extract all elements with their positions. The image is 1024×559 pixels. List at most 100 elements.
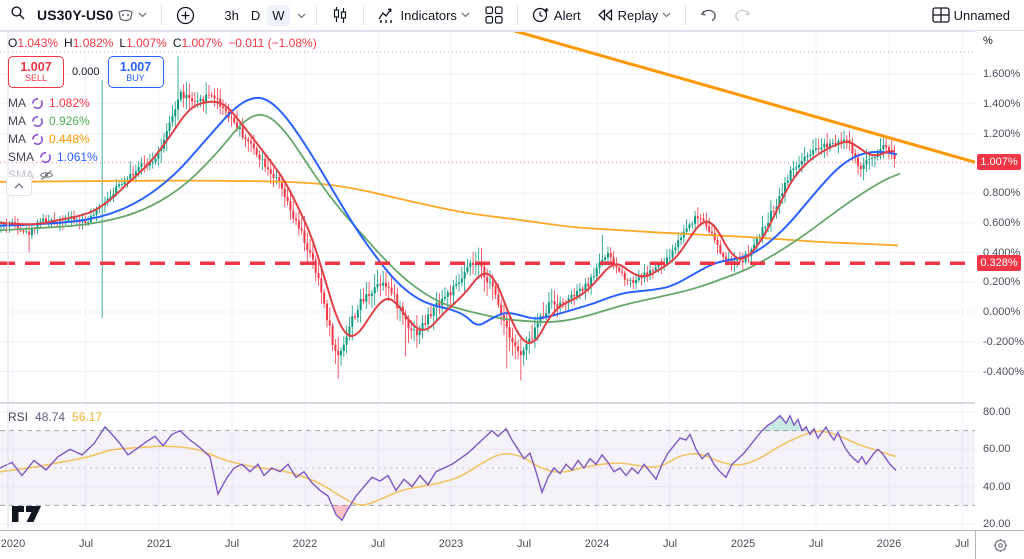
spread-value: 0.000 [72, 66, 100, 78]
high-letter: H [64, 36, 73, 50]
rsi-name: RSI [8, 410, 29, 424]
trade-buttons-row: 1.007 SELL 0.000 1.007 BUY [8, 56, 317, 88]
price-axis[interactable]: % 1.600% 1.400% 1.200% 0.800% 0.600% 0.400% 0.… [975, 31, 1024, 530]
undo-icon [701, 9, 716, 22]
indicator-row-ma-0[interactable]: MA 1.082% [8, 96, 317, 110]
redo-icon [735, 9, 751, 22]
rsi-tick-80.00: 80.00 [983, 406, 1011, 418]
layout-grid-icon [931, 7, 950, 23]
chevron-up-icon [14, 183, 24, 189]
time-tick-2026-12: 2026 [876, 538, 902, 550]
layout-button[interactable]: Unnamed [928, 5, 1014, 25]
interval-W[interactable]: W [267, 4, 290, 26]
symbol-button[interactable]: US30Y-US0 [33, 5, 151, 25]
gear-icon [993, 538, 1007, 552]
price-tick-1.200%: 1.200% [983, 127, 1021, 140]
tradingview-logo[interactable] [12, 506, 41, 522]
indicator-templates-button[interactable] [481, 4, 507, 26]
indicator-value: 0.448% [49, 132, 90, 146]
price-tick-0.000%: 0.000% [983, 306, 1021, 318]
candles-icon [333, 7, 346, 23]
indicator-status-icon [31, 133, 44, 145]
high-value: 1.082% [72, 36, 114, 50]
price-tick-1.600%: 1.600% [983, 68, 1021, 80]
indicator-name: MA [8, 114, 26, 128]
time-tick-Jul-13: Jul [954, 538, 970, 550]
price-tick-0.200%: 0.200% [983, 276, 1021, 289]
price-tick-0.800%: 0.800% [983, 187, 1021, 199]
open-value: 1.043% [17, 36, 59, 50]
replay-icon [597, 9, 612, 21]
interval-D[interactable]: D [246, 5, 265, 26]
chevron-down-icon [461, 12, 470, 18]
alert-label: Alert [553, 7, 581, 23]
indicators-label: Indicators [400, 7, 457, 23]
search-icon [10, 5, 26, 26]
alert-clock-icon [532, 7, 549, 23]
indicator-row-ma-2[interactable]: MA 0.448% [8, 132, 317, 146]
time-axis[interactable]: 2020 Jul 2021 Jul 2022 Jul 2023 Jul 2024 Jul 2025 J… [0, 531, 975, 559]
indicator-row-sma-3[interactable]: SMA 1.061% [8, 150, 317, 164]
indicators-icon [377, 7, 392, 23]
low-value: 1.007% [126, 36, 167, 50]
buy-button[interactable]: 1.007 BUY [107, 56, 164, 88]
time-tick-Jul-1: Jul [78, 538, 94, 550]
rsi-tick-40.00: 40.00 [983, 480, 1011, 493]
price-axis-unit: % [983, 35, 993, 47]
sell-price: 1.007 [20, 59, 52, 74]
close-value: 1.007% [181, 36, 223, 50]
eye-slash-icon [39, 170, 54, 180]
time-tick-Jul-11: Jul [808, 538, 824, 550]
plus-circle-icon [177, 6, 195, 24]
last-price-label: 1.007% [977, 154, 1021, 171]
replay-label: Replay [617, 7, 659, 23]
indicator-value: 1.061% [57, 150, 98, 164]
toolbar-divider [516, 5, 518, 25]
sell-label: SELL [24, 72, 48, 83]
indicator-row-sma-4[interactable]: SMA [8, 168, 317, 182]
time-tick-Jul-7: Jul [516, 538, 532, 550]
chart-legend: O1.043% H1.082% L1.007% C1.007% −0.011 (… [8, 36, 317, 182]
change-value: −0.011 (−1.08%) [228, 36, 317, 50]
indicator-status-icon [39, 151, 52, 163]
indicator-status-icon [31, 115, 44, 127]
rsi-signal-value: 56.17 [72, 410, 103, 424]
grid-templates-icon [485, 6, 503, 24]
alert-button[interactable]: Alert [528, 4, 585, 26]
indicator-row-ma-1[interactable]: MA 0.926% [8, 114, 317, 128]
indicator-status-icon [31, 97, 44, 109]
rsi-tick-20.00: 20.00 [983, 518, 1011, 530]
close-letter: C [172, 36, 182, 50]
time-tick-2020-0: 2020 [0, 538, 26, 550]
time-tick-2021-2: 2021 [146, 538, 172, 550]
rsi-value: 48.74 [35, 410, 66, 424]
compare-add-button[interactable] [172, 4, 199, 27]
symbol-name: US30Y-US0 [37, 7, 114, 23]
time-tick-2025-10: 2025 [730, 538, 756, 550]
chevron-down-icon [662, 12, 671, 18]
symbol-type-icon [117, 8, 134, 23]
chart-style-button[interactable] [327, 4, 353, 26]
interval-switcher: 3h D W [219, 4, 290, 26]
sell-button[interactable]: 1.007 SELL [8, 56, 64, 88]
time-tick-Jul-3: Jul [224, 538, 240, 550]
price-tick--0.200%: -0.200% [983, 335, 1024, 348]
indicator-value: 0.926% [49, 114, 90, 128]
ohlc-row[interactable]: O1.043% H1.082% L1.007% C1.007% −0.011 (… [8, 36, 317, 50]
price-tick-0.600%: 0.600% [983, 216, 1021, 229]
time-tick-2024-8: 2024 [584, 538, 610, 550]
indicator-name: MA [8, 132, 26, 146]
indicators-button[interactable]: Indicators [374, 5, 474, 26]
low-letter: L [119, 36, 127, 50]
chevron-down-icon[interactable] [297, 6, 306, 24]
redo-button[interactable] [729, 6, 755, 24]
level-price-label: 0.328% [977, 255, 1021, 272]
interval-3h[interactable]: 3h [219, 5, 243, 26]
replay-button[interactable]: Replay [592, 6, 675, 25]
rsi-legend-row[interactable]: RSI 48.74 56.17 [8, 410, 102, 424]
chevron-down-icon [138, 12, 147, 18]
legend-collapse-button[interactable] [6, 176, 32, 196]
undo-button[interactable] [696, 6, 722, 24]
axis-settings-cell[interactable] [976, 531, 1024, 559]
